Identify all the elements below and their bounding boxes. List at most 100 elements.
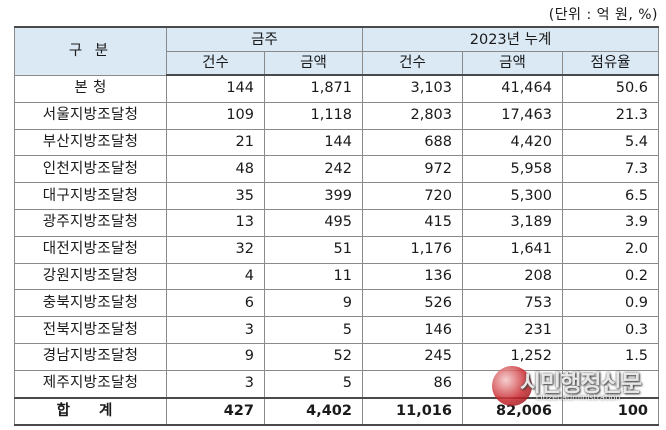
cell-cum-count: 526 — [362, 289, 463, 318]
header-cum-count: 건수 — [362, 51, 463, 76]
cell-cum-count: 1,176 — [362, 235, 463, 264]
cell-week-count: 35 — [166, 182, 265, 210]
cell-week-amount: 9 — [264, 289, 363, 318]
cell-cum-count: 136 — [362, 262, 463, 291]
cell-cum-amount: 1,641 — [462, 235, 563, 264]
table-row: 인천지방조달청 48 242 972 5,958 7.3 — [14, 155, 660, 184]
unit-note: (단위 : 억 원, %) — [548, 7, 658, 23]
cell-week-count: 48 — [166, 155, 265, 184]
office-name: 본 청 — [14, 74, 167, 103]
office-name: 경남지방조달청 — [14, 342, 167, 371]
office-name: 제주지방조달청 — [14, 369, 167, 399]
cell-week-amount: 495 — [264, 208, 363, 237]
cell-week-amount: 399 — [264, 182, 363, 210]
header-category: 구 분 — [14, 26, 167, 76]
office-name: 인천지방조달청 — [14, 155, 167, 184]
cell-cum-share: 0.3 — [561, 316, 660, 344]
table-row: 부산지방조달청 21 144 688 4,420 5.4 — [14, 128, 660, 157]
cell-cum-count: 972 — [362, 155, 463, 184]
cell-cum-amount: 208 — [462, 262, 563, 291]
total-row: 합 계 427 4,402 11,016 82,006 100 — [14, 396, 660, 427]
table-row: 대전지방조달청 32 51 1,176 1,641 2.0 — [14, 235, 660, 264]
table-row: 본 청 144 1,871 3,103 41,464 50.6 — [14, 74, 660, 103]
table-row: 제주지방조달청 3 5 86 — [14, 369, 660, 399]
header-group-cumulative: 2023년 누계 — [361, 26, 660, 52]
office-name: 강원지방조달청 — [14, 262, 167, 291]
header-week-amount: 금액 — [264, 51, 363, 76]
cell-week-count: 144 — [166, 74, 265, 103]
cell-week-amount: 5 — [264, 369, 363, 399]
cell-cum-share — [561, 369, 660, 399]
cell-cum-share: 5.4 — [561, 128, 660, 157]
cell-cum-amount: 753 — [462, 289, 563, 318]
cell-week-count: 109 — [166, 101, 265, 130]
table-row: 대구지방조달청 35 399 720 5,300 6.5 — [14, 182, 660, 210]
office-name: 전북지방조달청 — [14, 316, 167, 344]
cell-cum-share: 7.3 — [561, 155, 660, 184]
header-cum-amount: 금액 — [462, 51, 563, 76]
header-row-sub: 건수 금액 건수 금액 점유율 — [15, 51, 660, 76]
cell-cum-amount: 17,463 — [462, 101, 563, 130]
cell-cum-share: 50.6 — [561, 74, 660, 103]
cell-cum-count: 720 — [362, 182, 463, 210]
header-row-groups: 구 분 금주 2023년 누계 — [14, 26, 660, 76]
cell-cum-share: 0.9 — [561, 289, 660, 318]
cell-week-count: 4 — [166, 262, 265, 291]
office-name: 대구지방조달청 — [14, 182, 167, 210]
cell-cum-share: 6.5 — [561, 182, 660, 210]
cell-cum-amount: 1,252 — [462, 342, 563, 371]
cell-week-count: 3 — [166, 316, 265, 344]
cell-cum-amount — [462, 369, 563, 399]
cell-cum-count: 86 — [362, 369, 463, 399]
cell-cum-share: 3.9 — [561, 208, 660, 237]
cell-cum-count: 688 — [362, 128, 463, 157]
cell-cum-amount: 82,006 — [462, 396, 563, 427]
cell-week-count: 3 — [166, 369, 265, 399]
procurement-table: 구 분 금주 2023년 누계 건수 금액 건수 금액 점유율 본 청 144 1,… — [14, 26, 660, 427]
cell-cum-count: 146 — [362, 316, 463, 344]
table-row: 전북지방조달청 3 5 146 231 0.3 — [14, 316, 660, 344]
cell-cum-count: 245 — [362, 342, 463, 371]
cell-cum-share: 2.0 — [561, 235, 660, 264]
table-row: 충북지방조달청 6 9 526 753 0.9 — [14, 289, 660, 318]
table-row: 광주지방조달청 13 495 415 3,189 3.9 — [14, 208, 660, 237]
cell-cum-amount: 4,420 — [462, 128, 563, 157]
cell-cum-amount: 3,189 — [462, 208, 563, 237]
cell-week-amount: 11 — [264, 262, 363, 291]
cell-week-amount: 1,871 — [264, 74, 363, 103]
table-body: 본 청 144 1,871 3,103 41,464 50.6 서울지방조달청 109 1,11… — [14, 74, 660, 427]
cell-cum-amount: 5,958 — [462, 155, 563, 184]
cell-cum-share: 0.2 — [561, 262, 660, 291]
cell-week-amount: 51 — [264, 235, 363, 264]
cell-week-amount: 52 — [264, 342, 363, 371]
cell-cum-share: 21.3 — [561, 101, 660, 130]
office-name: 부산지방조달청 — [14, 128, 167, 157]
table-row: 강원지방조달청 4 11 136 208 0.2 — [14, 262, 660, 291]
cell-cum-share: 1.5 — [561, 342, 660, 371]
table-row: 경남지방조달청 9 52 245 1,252 1.5 — [14, 342, 660, 371]
cell-week-amount: 1,118 — [264, 101, 363, 130]
cell-week-count: 13 — [166, 208, 265, 237]
cell-cum-amount: 5,300 — [462, 182, 563, 210]
cell-week-count: 32 — [166, 235, 265, 264]
cell-week-amount: 5 — [264, 316, 363, 344]
office-name: 충북지방조달청 — [14, 289, 167, 318]
cell-week-count: 9 — [166, 342, 265, 371]
cell-week-count: 6 — [166, 289, 265, 318]
cell-week-amount: 144 — [264, 128, 363, 157]
cell-cum-share: 100 — [561, 396, 660, 427]
cell-week-count: 427 — [166, 396, 265, 427]
total-label: 합 계 — [14, 396, 167, 427]
cell-week-amount: 4,402 — [264, 396, 363, 427]
header-cum-share: 점유율 — [561, 51, 660, 76]
cell-cum-count: 2,803 — [362, 101, 463, 130]
office-name: 광주지방조달청 — [14, 208, 167, 237]
office-name: 대전지방조달청 — [14, 235, 167, 264]
header-week-count: 건수 — [166, 51, 265, 76]
header-group-week: 금주 — [166, 26, 363, 52]
cell-cum-count: 415 — [362, 208, 463, 237]
cell-week-count: 21 — [166, 128, 265, 157]
cell-cum-amount: 231 — [462, 316, 563, 344]
cell-cum-amount: 41,464 — [462, 74, 563, 103]
cell-cum-count: 3,103 — [362, 74, 463, 103]
